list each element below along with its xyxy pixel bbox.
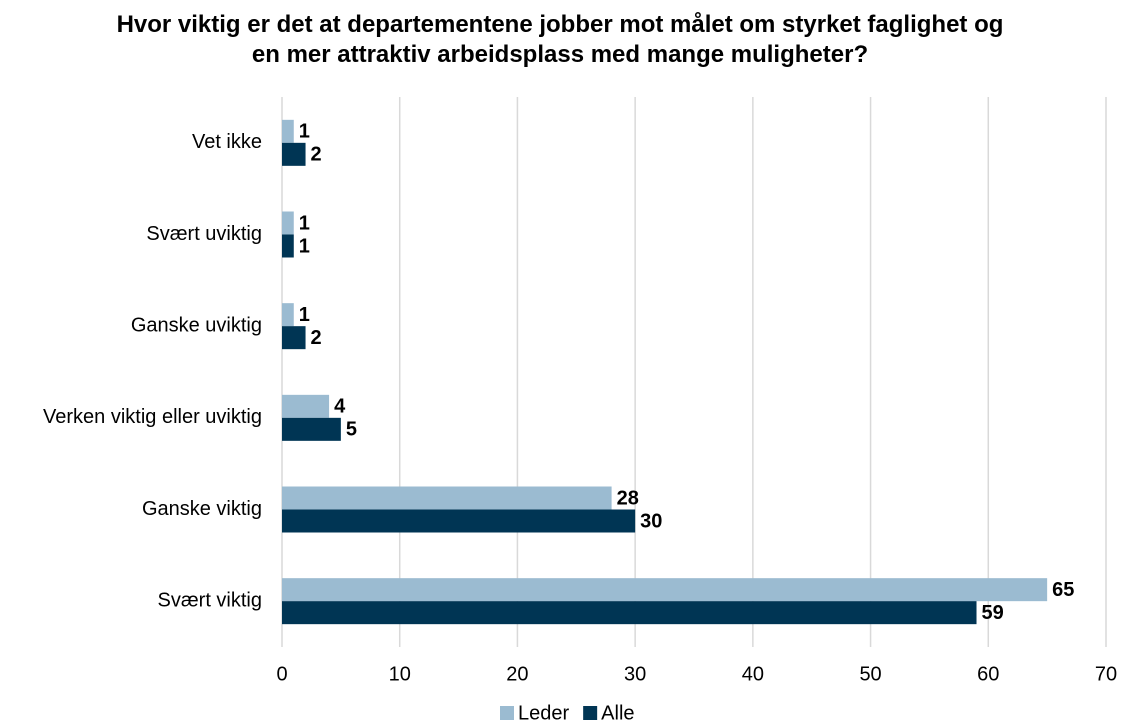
legend-label: Alle <box>601 702 634 724</box>
chart-title: Hvor viktig er det at departementene job… <box>116 11 1004 68</box>
bar <box>282 326 306 350</box>
value-label: 1 <box>299 212 310 234</box>
bar <box>282 601 977 625</box>
value-label: 28 <box>617 487 639 509</box>
x-tick-label: 50 <box>859 663 881 685</box>
y-tick-label: Ganske viktig <box>142 498 262 520</box>
value-label: 65 <box>1052 579 1074 601</box>
legend-label: Leder <box>518 702 569 724</box>
y-tick-label: Svært uviktig <box>146 223 262 245</box>
x-tick-label: 40 <box>742 663 764 685</box>
bar <box>282 142 306 166</box>
bar <box>282 486 612 510</box>
y-tick-label: Ganske uviktig <box>131 314 262 336</box>
bar <box>282 417 341 441</box>
legend-swatch <box>583 706 598 720</box>
x-tick-label: 70 <box>1095 663 1117 685</box>
legend-swatch <box>500 706 514 720</box>
value-label: 2 <box>311 144 322 166</box>
value-label: 30 <box>640 510 662 532</box>
value-label: 1 <box>299 121 310 143</box>
bar <box>282 211 294 235</box>
x-tick-label: 60 <box>977 663 999 685</box>
value-label: 2 <box>311 327 322 349</box>
value-label: 59 <box>982 602 1004 624</box>
bar <box>282 578 1048 602</box>
value-label: 1 <box>299 304 310 326</box>
x-tick-label: 10 <box>389 663 411 685</box>
x-tick-label: 30 <box>624 663 646 685</box>
y-tick-label: Verken viktig eller uviktig <box>43 406 262 428</box>
bar <box>282 394 330 418</box>
bar <box>282 234 294 258</box>
bar <box>282 509 636 533</box>
bar <box>282 119 294 143</box>
value-label: 4 <box>334 396 346 418</box>
bar <box>282 303 294 327</box>
x-tick-label: 0 <box>276 663 287 685</box>
value-label: 1 <box>299 235 310 257</box>
y-tick-label: Vet ikke <box>192 131 262 153</box>
x-tick-label: 20 <box>506 663 528 685</box>
value-label: 5 <box>346 419 357 441</box>
y-tick-label: Svært viktig <box>158 589 262 611</box>
